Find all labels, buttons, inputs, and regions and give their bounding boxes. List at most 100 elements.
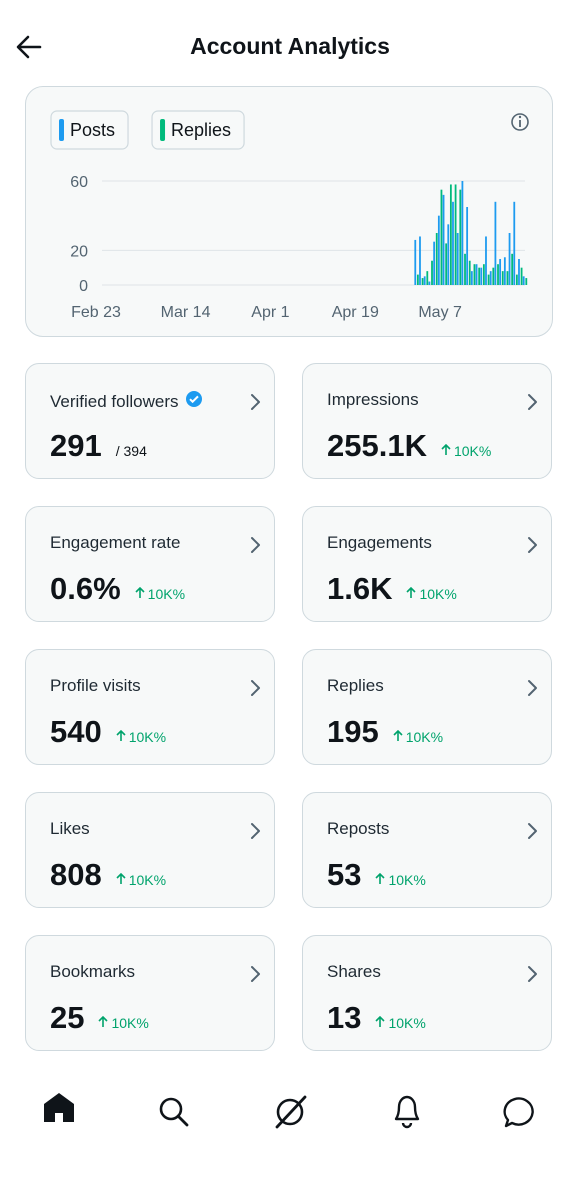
- metric-card[interactable]: Engagements 1.6K 10K%: [302, 506, 552, 622]
- chevron-icon: [525, 535, 539, 560]
- verified-badge: [185, 390, 203, 413]
- metric-change: 10K%: [405, 729, 444, 745]
- metric-value: 0.6%: [50, 571, 121, 606]
- metric-label: Shares: [327, 962, 381, 981]
- up-arrow-icon: [116, 729, 129, 745]
- metric-label-row: Replies: [327, 676, 384, 696]
- x-tick-label: Mar 14: [161, 304, 211, 321]
- metric-label-row: Impressions: [327, 390, 419, 410]
- metric-value-row: 1.6K 10K%: [327, 571, 457, 607]
- metric-card[interactable]: Replies 195 10K%: [302, 649, 552, 765]
- bar: [485, 236, 487, 285]
- metric-value-row: 195 10K%: [327, 714, 443, 750]
- x-tick-label: May 7: [418, 304, 462, 321]
- x-tick-label: Feb 23: [71, 304, 121, 321]
- bar: [506, 271, 509, 285]
- bar: [492, 267, 495, 285]
- chevron-icon: [525, 821, 539, 846]
- metric-label-row: Bookmarks: [50, 962, 135, 982]
- bar: [466, 207, 469, 285]
- metric-card[interactable]: Impressions 255.1K 10K%: [302, 363, 552, 479]
- bar: [459, 189, 462, 285]
- chevron-icon: [525, 392, 539, 417]
- metric-change-row: 10K%: [98, 1015, 149, 1031]
- metric-value-row: 291 / 394: [50, 428, 147, 464]
- bar: [520, 267, 523, 285]
- metric-value-row: 540 10K%: [50, 714, 166, 750]
- metric-change-row: 10K%: [135, 586, 185, 602]
- up-arrow-icon: [116, 872, 129, 888]
- grok-tab[interactable]: [275, 1095, 307, 1129]
- metric-change-row: 10K%: [116, 729, 166, 745]
- bar: [489, 271, 492, 285]
- metric-value: 53: [327, 857, 362, 892]
- bar: [499, 259, 502, 285]
- up-arrow-icon: [98, 1015, 111, 1031]
- metric-label-row: Engagements: [327, 533, 432, 553]
- metric-change: 10K%: [128, 729, 167, 745]
- notifications-tab[interactable]: [394, 1095, 420, 1129]
- metric-card[interactable]: Likes 808 10K%: [25, 792, 275, 908]
- metric-change: 10K%: [111, 1015, 149, 1031]
- bar: [480, 267, 483, 285]
- bar: [478, 267, 481, 285]
- metric-change-row: 10K%: [393, 729, 443, 745]
- back-button[interactable]: [14, 33, 46, 61]
- chevron-icon: [525, 678, 539, 703]
- up-arrow-icon: [375, 1015, 388, 1031]
- metric-total: / 394: [115, 443, 147, 459]
- bar: [513, 201, 516, 285]
- bar: [440, 189, 443, 285]
- legend-item[interactable]: Posts: [50, 110, 129, 150]
- chevron-icon: [248, 535, 262, 560]
- metric-change: 10K%: [147, 586, 186, 602]
- bar: [456, 233, 459, 285]
- metric-value: 808: [50, 857, 102, 892]
- home-tab[interactable]: [44, 1093, 74, 1122]
- bar: [470, 271, 473, 285]
- bar: [421, 278, 424, 285]
- y-tick-label: 0: [79, 278, 88, 295]
- metric-change-row: 10K%: [375, 872, 426, 888]
- bar: [525, 278, 528, 285]
- metric-label: Impressions: [327, 390, 419, 409]
- chevron-icon: [248, 678, 262, 703]
- metric-card[interactable]: Profile visits 540 10K%: [25, 649, 275, 765]
- up-arrow-icon: [135, 586, 148, 602]
- info-icon[interactable]: [511, 113, 529, 131]
- metric-card[interactable]: Engagement rate 0.6% 10K%: [25, 506, 275, 622]
- bar: [419, 236, 421, 285]
- metric-change: 10K%: [388, 1015, 426, 1031]
- metric-value-row: 808 10K%: [50, 857, 166, 893]
- metric-value: 291: [50, 428, 102, 463]
- legend-item[interactable]: Replies: [151, 110, 245, 150]
- metric-label: Reposts: [327, 819, 390, 838]
- bottom-nav: [44, 1093, 534, 1129]
- bar: [435, 233, 438, 285]
- search-tab[interactable]: [159, 1097, 189, 1127]
- bar: [416, 274, 419, 285]
- messages-tab[interactable]: [503, 1097, 534, 1128]
- page-title: Account Analytics: [190, 33, 390, 59]
- up-arrow-icon: [375, 872, 388, 888]
- up-arrow-icon: [441, 443, 454, 459]
- metric-value: 255.1K: [327, 428, 427, 463]
- chevron-icon: [248, 392, 262, 417]
- bar: [508, 233, 511, 285]
- metric-card[interactable]: Bookmarks 25 10K%: [25, 935, 275, 1051]
- legend-box: [151, 110, 245, 150]
- bar: [461, 181, 464, 285]
- bar: [482, 264, 485, 285]
- bar: [501, 271, 504, 285]
- bar: [475, 264, 478, 285]
- metric-card[interactable]: Verified followers 291 / 394: [25, 363, 275, 479]
- metric-change-row: 10K%: [375, 1015, 426, 1031]
- metric-label: Engagement rate: [50, 533, 181, 552]
- metric-card[interactable]: Shares 13 10K%: [302, 935, 552, 1051]
- bar: [445, 243, 448, 285]
- metric-change: 10K%: [419, 586, 457, 602]
- metric-card[interactable]: Reposts 53 10K%: [302, 792, 552, 908]
- bar: [449, 184, 452, 285]
- metric-value-row: 53 10K%: [327, 857, 426, 893]
